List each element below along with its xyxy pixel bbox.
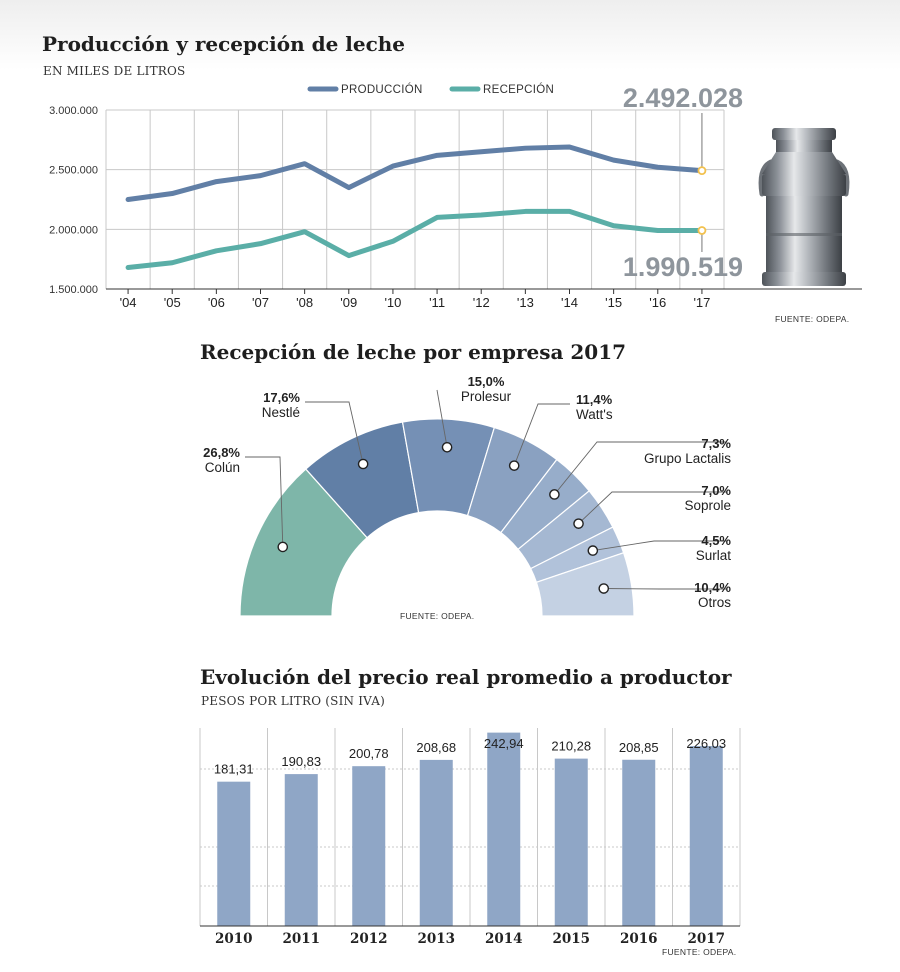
header-band [0, 0, 900, 70]
bar-chart-source: FUENTE: ODEPA. [662, 947, 737, 957]
donut-marker [508, 460, 520, 471]
bar-category-label: 2016 [620, 931, 658, 947]
line-x-tick-label: '10 [384, 295, 401, 310]
produccion-callout-value: 2.492.028 [623, 83, 743, 113]
bar-category-label: 2010 [215, 931, 253, 947]
line-chart-source: FUENTE: ODEPA. [775, 314, 850, 324]
bar-value-label: 190,83 [281, 754, 321, 769]
bar-value-label: 208,85 [619, 740, 659, 755]
donut-value-label: 7,3% [701, 436, 731, 451]
line-x-tick-label: '15 [605, 295, 622, 310]
donut-value-label: 15,0% [468, 374, 505, 389]
bar-2014 [487, 732, 521, 926]
bar-value-label: 208,68 [416, 740, 456, 755]
donut-name-label: Otros [698, 595, 731, 610]
donut-leader-line [603, 588, 727, 590]
line-x-tick-label: '11 [429, 295, 445, 310]
donut-leader-line [305, 401, 364, 465]
donut-marker [441, 442, 453, 453]
bar-value-label: 210,28 [551, 739, 591, 754]
bar-category-label: 2012 [350, 931, 388, 947]
donut-name-label: Colún [205, 460, 240, 475]
line-x-tick-label: '06 [208, 295, 225, 310]
donut-marker [549, 489, 560, 500]
bar-category-label: 2013 [417, 931, 455, 947]
legend-label: PRODUCCIÓN [341, 83, 423, 96]
donut-value-label: 10,4% [694, 580, 731, 595]
bar-category-label: 2015 [552, 931, 590, 947]
bar-category-label: 2011 [282, 931, 320, 947]
line-x-tick-label: '12 [473, 295, 490, 310]
donut-chart-title: Recepción de leche por empresa 2017 [200, 340, 627, 364]
donut-name-label: Surlat [696, 548, 732, 563]
donut-value-label: 4,5% [701, 533, 731, 548]
bar-2010 [217, 781, 251, 926]
bar-2011 [284, 774, 318, 926]
bar-value-label: 200,78 [349, 746, 389, 761]
bar-2017 [689, 746, 723, 926]
bar-chart-subtitle: PESOS POR LITRO (SIN IVA) [201, 694, 385, 708]
line-x-tick-label: '09 [340, 295, 357, 310]
donut-leader-line [578, 491, 727, 525]
bar-chart-title: Evolución del precio real promedio a pro… [200, 665, 732, 689]
recepcion-callout-value: 1.990.519 [623, 252, 743, 282]
bar-2015 [554, 758, 588, 926]
donut-marker [277, 541, 289, 553]
line-y-tick-label: 2.000.000 [49, 224, 98, 236]
line-x-tick-label: '08 [296, 295, 313, 310]
donut-leader-line [245, 456, 284, 547]
bar-2013 [419, 759, 453, 926]
donut-value-label: 7,0% [701, 483, 731, 498]
bar-value-label: 226,03 [686, 736, 726, 751]
legend-label: RECEPCIÓN [483, 83, 554, 96]
line-y-tick-label: 2.500.000 [49, 165, 98, 177]
donut-leader-line [592, 540, 727, 552]
line-end-marker [697, 226, 707, 235]
line-end-marker [697, 166, 707, 176]
donut-leader-line [554, 441, 727, 495]
line-x-tick-label: '07 [252, 295, 269, 310]
bar-2012 [352, 766, 386, 926]
donut-name-label: Nestlé [262, 405, 300, 420]
bar-2016 [622, 759, 656, 926]
bar-value-label: 181,31 [214, 762, 254, 777]
line-chart-title: Producción y recepción de leche [42, 32, 406, 56]
donut-marker [598, 583, 610, 594]
donut-value-label: 17,6% [263, 390, 300, 405]
donut-marker [573, 518, 584, 529]
donut-marker [587, 545, 599, 556]
line-x-tick-label: '14 [561, 295, 578, 310]
bar-category-label: 2014 [485, 931, 523, 947]
donut-name-label: Prolesur [461, 389, 512, 404]
milk-can-icon [758, 128, 850, 286]
bar-category-label: 2017 [687, 931, 725, 947]
donut-chart: 26,8%Colún 17,6%Nestlé 15,0%Prolesur 11,4%W… [203, 374, 732, 617]
donut-marker [357, 458, 369, 470]
line-x-tick-label: '05 [164, 295, 181, 310]
line-y-tick-label: 1.500.000 [49, 284, 98, 296]
line-chart: 3.000.000 2.500.000 2.000.000 1.500.000 '04 '… [49, 83, 862, 310]
line-x-tick-label: '16 [649, 295, 666, 310]
line-x-tick-label: '17 [693, 295, 710, 310]
donut-name-label: Soprole [684, 498, 731, 513]
donut-chart-source: FUENTE: ODEPA. [400, 611, 475, 621]
donut-leader-line [513, 403, 570, 466]
donut-name-label: Watt's [576, 407, 613, 422]
donut-value-label: 11,4% [576, 392, 613, 407]
donut-value-label: 26,8% [203, 445, 240, 460]
bar-value-label: 242,94 [484, 736, 524, 751]
line-series-recepcion [125, 208, 705, 271]
donut-slice-otros [535, 552, 635, 617]
bar-chart: 181,31 2010 190,83 2011 200,78 2012 208,68 2013… [199, 728, 741, 947]
line-series-produccion [125, 144, 705, 202]
line-x-tick-label: '04 [120, 295, 137, 310]
line-x-tick-label: '13 [517, 295, 534, 310]
donut-leader-line [436, 389, 448, 448]
line-chart-subtitle: EN MILES DE LITROS [43, 64, 186, 78]
line-y-tick-label: 3.000.000 [49, 105, 98, 117]
donut-name-label: Grupo Lactalis [644, 451, 731, 466]
